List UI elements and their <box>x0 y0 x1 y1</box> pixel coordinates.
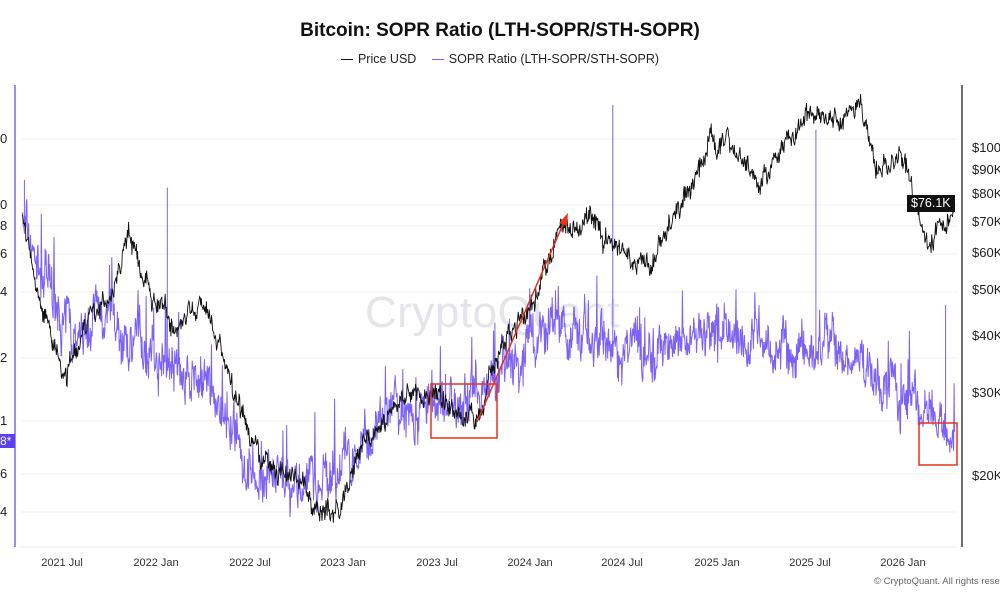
left-tick-label: 0 <box>0 197 8 212</box>
left-tick-label: 8 <box>0 218 8 233</box>
right-tick-label: $60K <box>972 245 1000 260</box>
right-tick-label: $90K <box>972 162 1000 177</box>
x-tick-label: 2022 Jul <box>229 557 271 569</box>
left-tick-label: 6 <box>0 246 8 261</box>
annotation-box-2023 <box>430 383 498 439</box>
legend-item-price[interactable]: Price USD <box>340 52 417 66</box>
left-tick-label: 1 <box>0 413 8 428</box>
x-tick-label: 2024 Jul <box>601 557 643 569</box>
x-tick-label: 2025 Jul <box>789 557 831 569</box>
right-tick-label: $50K <box>972 282 1000 297</box>
legend-swatch-price <box>340 58 353 61</box>
left-axis-badge: 8* <box>0 434 15 448</box>
left-tick-label: 4 <box>0 284 8 299</box>
x-tick-label: 2021 Jul <box>41 557 83 569</box>
x-tick-label: 2023 Jan <box>320 557 366 569</box>
annotation-box-2026 <box>918 422 958 466</box>
left-tick-label: 0 <box>0 131 8 146</box>
legend-label: SOPR Ratio (LTH-SOPR/STH-SOPR) <box>448 52 660 66</box>
annotation-arrow-head <box>559 213 568 226</box>
price-current-badge: $76.1K <box>907 195 955 212</box>
right-tick-label: $80K <box>972 186 1000 201</box>
price-line <box>22 93 955 523</box>
legend-item-sopr[interactable]: SOPR Ratio (LTH-SOPR/STH-SOPR) <box>431 52 660 66</box>
right-tick-label: $20K <box>972 468 1000 483</box>
x-tick-label: 2022 Jan <box>133 557 179 569</box>
x-tick-label: 2025 Jan <box>694 557 740 569</box>
gridlines <box>20 138 958 513</box>
right-tick-label: $70K <box>972 214 1000 229</box>
x-tick-label: 2024 Jan <box>507 557 553 569</box>
left-tick-label: 6 <box>0 466 8 481</box>
chart-title: Bitcoin: SOPR Ratio (LTH-SOPR/STH-SOPR) <box>300 20 700 41</box>
right-tick-label: $30K <box>972 385 1000 400</box>
left-tick-label: 2 <box>0 350 8 365</box>
sopr-ratio-line <box>22 104 955 518</box>
legend: Price USD SOPR Ratio (LTH-SOPR/STH-SOPR) <box>0 52 1000 66</box>
right-tick-label: $100K <box>972 140 1000 155</box>
left-tick-label: 4 <box>0 504 8 519</box>
x-tick-label: 2023 Jul <box>416 557 458 569</box>
legend-label: Price USD <box>357 52 417 66</box>
annotation-arrow-shaft <box>476 221 565 423</box>
legend-swatch-sopr <box>431 58 444 61</box>
right-tick-label: $40K <box>972 328 1000 343</box>
copyright: © CryptoQuant. All rights reserved. <box>874 576 1000 587</box>
x-tick-label: 2026 Jan <box>880 557 926 569</box>
